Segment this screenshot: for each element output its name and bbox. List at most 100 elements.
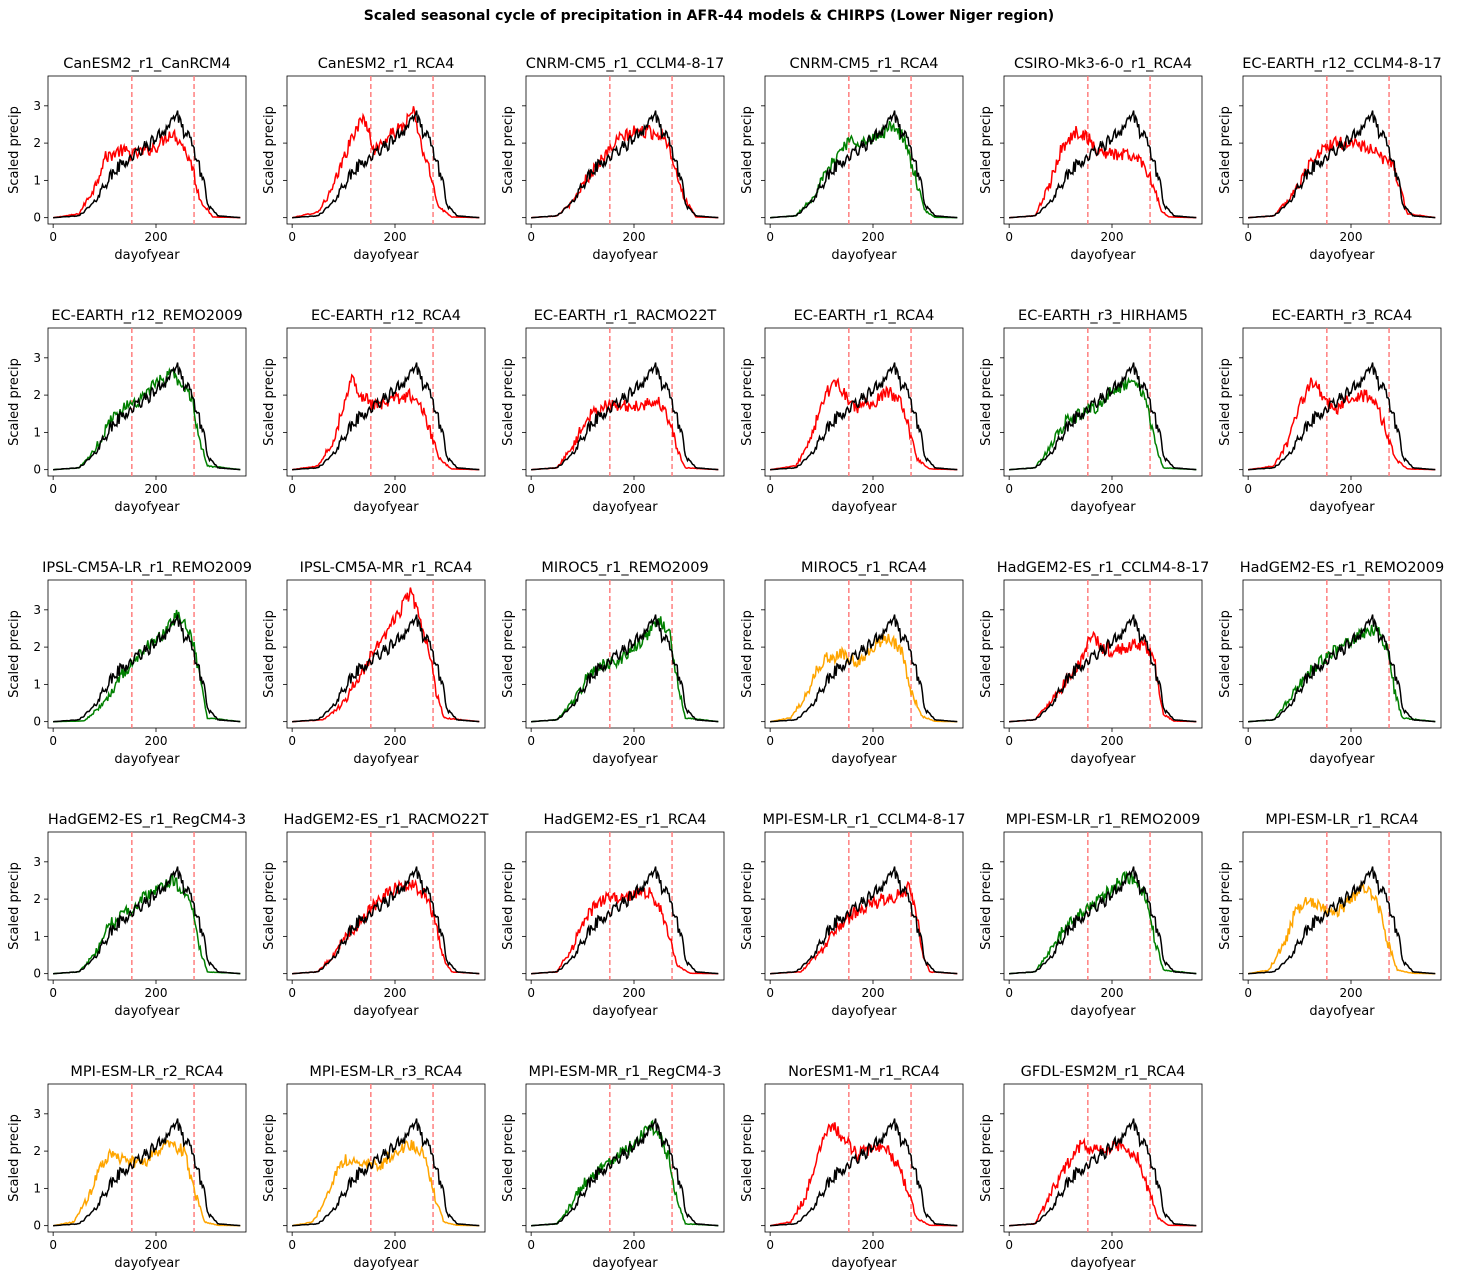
model-series-line xyxy=(770,880,958,975)
chirps-series-line xyxy=(53,866,241,975)
model-series-line xyxy=(291,1139,480,1227)
x-tick-label: 0 xyxy=(1005,986,1013,1000)
plot-area xyxy=(1009,76,1197,224)
axes-frame xyxy=(764,327,964,477)
x-tick-label: 200 xyxy=(1340,734,1363,748)
plot-area xyxy=(1009,832,1197,980)
axes-frame xyxy=(525,831,725,981)
model-series-line xyxy=(769,377,958,471)
panel-title: IPSL-CM5A-MR_r1_RCA4 xyxy=(300,560,473,576)
x-axis-label: dayofyear xyxy=(1309,1004,1375,1019)
axes-frame xyxy=(525,75,725,225)
x-axis-label: dayofyear xyxy=(592,248,658,263)
x-tick-label: 200 xyxy=(145,986,168,1000)
model-series-line xyxy=(1009,630,1197,723)
y-axis-label: Scaled precip xyxy=(979,1114,994,1202)
x-axis-label: dayofyear xyxy=(353,1256,419,1271)
y-axis-label: Scaled precip xyxy=(979,610,994,698)
axes-frame xyxy=(1242,831,1442,981)
panel: MIROC5_r1_RCA4 0 200 dayofyear Scaled precip xyxy=(740,560,964,767)
axes-frame xyxy=(1003,831,1203,981)
chirps-series-line xyxy=(531,866,719,975)
panel: HadGEM2-ES_r1_REMO2009 0 200 dayofyear Scale… xyxy=(1218,560,1444,767)
y-axis-label: Scaled precip xyxy=(7,610,22,698)
model-series-line xyxy=(1009,376,1197,471)
panel: MPI-ESM-LR_r1_RCA4 0 200 dayofyear Scaled pr… xyxy=(1218,812,1442,1019)
y-axis-label: Scaled precip xyxy=(1218,358,1233,446)
chirps-series-line xyxy=(1248,110,1436,219)
axes-frame xyxy=(525,327,725,477)
panel: EC-EARTH_r12_RCA4 0 200 dayofyear Scaled pre… xyxy=(262,308,486,515)
axes-frame xyxy=(47,831,247,981)
chirps-series-line xyxy=(1009,866,1197,975)
plot-area xyxy=(1248,580,1436,728)
x-axis-label: dayofyear xyxy=(592,500,658,515)
panel: HadGEM2-ES_r1_CCLM4-8-17 0 200 dayofyear Sca… xyxy=(979,560,1209,767)
plot-area xyxy=(291,76,480,224)
x-axis-label: dayofyear xyxy=(353,500,419,515)
y-axis-label: Scaled precip xyxy=(1218,610,1233,698)
panel-title: HadGEM2-ES_r1_REMO2009 xyxy=(1240,560,1444,576)
x-axis-label: dayofyear xyxy=(1070,1256,1136,1271)
y-tick-label: 0 xyxy=(33,715,41,729)
x-tick-label: 200 xyxy=(384,734,407,748)
chirps-series-line xyxy=(531,1118,719,1227)
x-tick-label: 0 xyxy=(527,230,535,244)
chirps-series-line xyxy=(1009,110,1197,219)
x-tick-label: 0 xyxy=(49,986,57,1000)
panel-title: CNRM-CM5_r1_CCLM4-8-17 xyxy=(526,56,725,72)
x-tick-label: 200 xyxy=(384,482,407,496)
model-series-line xyxy=(291,373,480,471)
x-tick-label: 0 xyxy=(1244,734,1252,748)
x-tick-label: 0 xyxy=(288,986,296,1000)
axes-frame xyxy=(286,75,486,225)
y-axis-label: Scaled precip xyxy=(979,358,994,446)
x-tick-label: 0 xyxy=(1005,230,1013,244)
model-series-line xyxy=(531,1119,719,1227)
axes-frame xyxy=(1003,1083,1203,1233)
y-axis-label: Scaled precip xyxy=(262,862,277,950)
chirps-series-line xyxy=(1009,1118,1197,1227)
x-tick-label: 0 xyxy=(1244,986,1252,1000)
x-tick-label: 0 xyxy=(1244,482,1252,496)
model-series-line xyxy=(769,633,958,723)
y-tick-label: 1 xyxy=(33,929,41,943)
y-axis-label: Scaled precip xyxy=(1218,106,1233,194)
plot-area xyxy=(531,76,719,224)
chirps-series-line xyxy=(1248,614,1436,723)
panel: EC-EARTH_r1_RCA4 0 200 dayofyear Scaled prec… xyxy=(740,308,964,515)
plot-area xyxy=(770,832,958,980)
x-tick-label: 200 xyxy=(623,482,646,496)
panel: GFDL-ESM2M_r1_RCA4 0 200 dayofyear Scaled pr… xyxy=(979,1064,1203,1271)
axes-frame xyxy=(286,831,486,981)
chirps-series-line xyxy=(770,362,958,471)
y-tick-label: 2 xyxy=(33,136,41,150)
y-axis-label: Scaled precip xyxy=(501,1114,516,1202)
y-tick-label: 0 xyxy=(33,211,41,225)
panel-title: CanESM2_r1_RCA4 xyxy=(318,56,455,72)
y-axis-label: Scaled precip xyxy=(262,1114,277,1202)
panel: HadGEM2-ES_r1_RCA4 0 200 dayofyear Scaled pr… xyxy=(501,812,725,1019)
panel: IPSL-CM5A-LR_r1_REMO2009 0 200 0 1 2 3 dayofyea… xyxy=(7,560,252,767)
axes-frame xyxy=(1242,327,1442,477)
chirps-series-line xyxy=(292,362,480,471)
panel-title: MPI-ESM-MR_r1_RegCM4-3 xyxy=(528,1064,721,1080)
axes-frame xyxy=(1003,75,1203,225)
panel: EC-EARTH_r1_RACMO22T 0 200 dayofyear Scaled … xyxy=(501,308,725,515)
x-tick-label: 0 xyxy=(288,734,296,748)
x-axis-label: dayofyear xyxy=(831,1256,897,1271)
panel: MPI-ESM-MR_r1_RegCM4-3 0 200 dayofyear Scale… xyxy=(501,1064,725,1271)
panel: CNRM-CM5_r1_CCLM4-8-17 0 200 dayofyear Scale… xyxy=(501,56,725,263)
panel: EC-EARTH_r12_REMO2009 0 200 0 1 2 3 dayofyear Sc… xyxy=(7,308,247,515)
x-tick-label: 200 xyxy=(1101,734,1124,748)
x-tick-label: 0 xyxy=(766,230,774,244)
y-axis-label: Scaled precip xyxy=(740,106,755,194)
axes-frame xyxy=(764,1083,964,1233)
y-axis-label: Scaled precip xyxy=(501,358,516,446)
panel-title: MPI-ESM-LR_r1_REMO2009 xyxy=(1006,812,1201,828)
x-axis-label: dayofyear xyxy=(114,1004,180,1019)
chirps-series-line xyxy=(770,1118,958,1227)
panel: MPI-ESM-LR_r2_RCA4 0 200 0 1 2 3 dayofyear Scale… xyxy=(7,1064,247,1271)
x-tick-label: 200 xyxy=(384,1238,407,1252)
model-series-line xyxy=(531,616,719,723)
